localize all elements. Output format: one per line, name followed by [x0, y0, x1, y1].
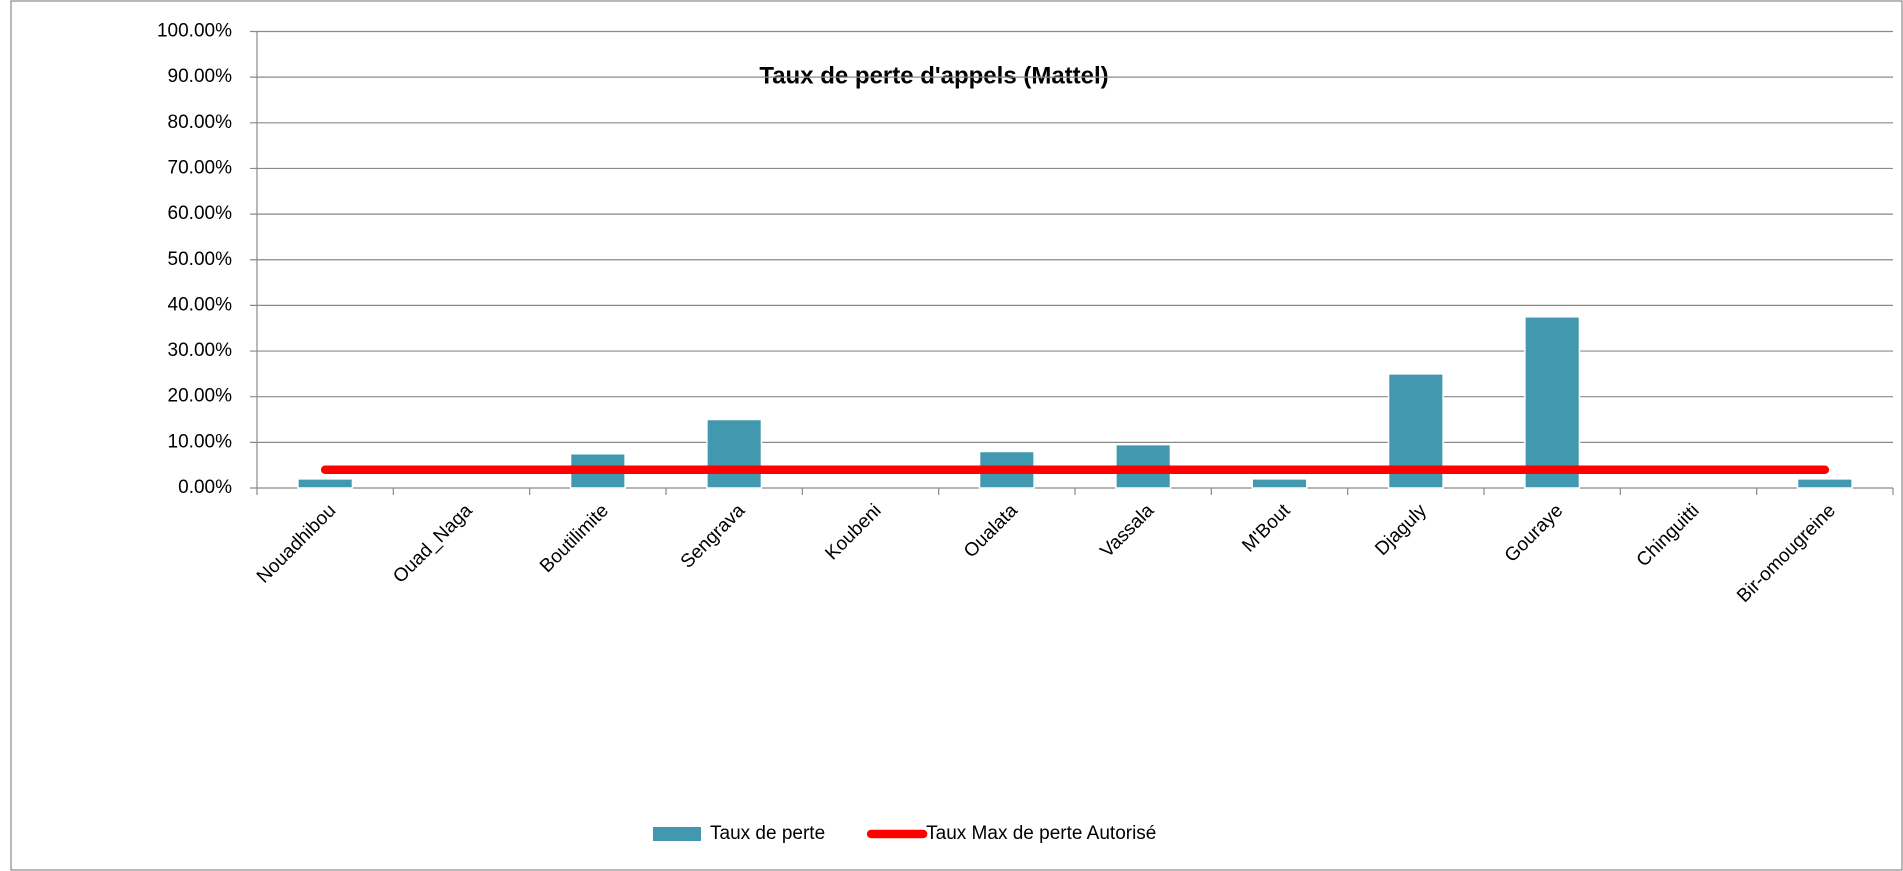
y-tick-label: 50.00% — [168, 249, 233, 270]
chart-frame — [10, 0, 1903, 871]
y-tick-label: 70.00% — [168, 157, 233, 178]
y-tick-label: 80.00% — [168, 112, 233, 133]
y-tick-label: 0.00% — [178, 477, 232, 498]
chart-title: Taux de perte d'appels (Mattel) — [759, 62, 1108, 89]
y-tick-label: 60.00% — [168, 203, 233, 224]
legend-label: Taux de perte — [710, 823, 825, 844]
bar — [1251, 478, 1308, 489]
bar — [297, 478, 354, 489]
legend-label: Taux Max de perte Autorisé — [926, 823, 1156, 844]
bar — [706, 418, 763, 489]
y-tick-label: 90.00% — [168, 66, 233, 87]
legend-swatch — [653, 827, 701, 841]
y-tick-label: 100.00% — [157, 21, 232, 42]
y-tick-label: 10.00% — [168, 431, 233, 452]
bar — [1524, 316, 1581, 489]
y-tick-label: 40.00% — [168, 294, 233, 315]
bar — [1796, 478, 1853, 489]
y-tick-label: 30.00% — [168, 340, 233, 361]
y-tick-label: 20.00% — [168, 386, 233, 407]
